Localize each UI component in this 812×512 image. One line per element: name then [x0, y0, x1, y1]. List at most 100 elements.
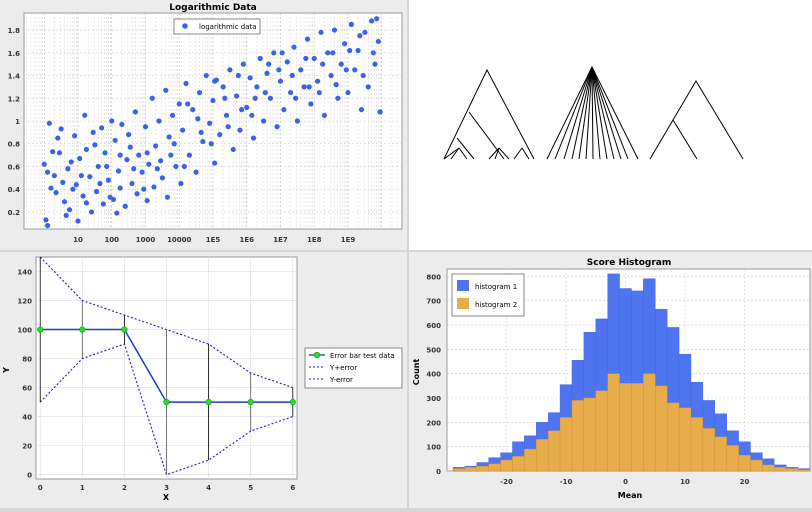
- log-x-tick-label: 1E6: [239, 236, 254, 244]
- scatter-point: [132, 109, 138, 115]
- scatter-point: [63, 212, 69, 218]
- scatter-point: [345, 89, 351, 96]
- data-point: [205, 398, 212, 406]
- log-x-tick-label: 1000: [136, 236, 156, 244]
- log-y-tick-label: 1.2: [8, 95, 21, 103]
- scatter-point: [279, 50, 285, 56]
- scatter-point: [328, 72, 334, 79]
- hist-y-tick-label: 300: [426, 395, 441, 403]
- histogram-2-bar: [476, 465, 489, 472]
- scatter-point: [266, 61, 272, 67]
- scatter-point: [357, 33, 363, 39]
- scatter-point: [142, 124, 149, 130]
- log-legend: logarithmic data: [173, 18, 261, 35]
- log-y-tick-label: 1.6: [8, 50, 21, 58]
- scatter-point: [183, 80, 189, 87]
- scatter-point: [87, 174, 93, 180]
- scatter-point: [66, 207, 73, 213]
- histogram-chart: Score Histogram 010020030040050060070080…: [412, 258, 811, 500]
- scatter-point: [112, 137, 118, 143]
- hist-y-tick-label: 700: [426, 298, 441, 306]
- hist-x-tick-label: 0: [623, 478, 628, 486]
- histogram-2-bar: [524, 448, 537, 472]
- scatter-point: [136, 152, 142, 158]
- scatter-point: [304, 36, 311, 42]
- scatter-point: [129, 180, 135, 187]
- err-x-tick-label: 1: [80, 484, 85, 492]
- scatter-point: [181, 163, 187, 170]
- log-chart-title: Logarithmic Data: [169, 3, 257, 13]
- err-y-tick-label: 20: [22, 443, 32, 451]
- scatter-point: [46, 120, 52, 126]
- scatter-point: [51, 172, 57, 179]
- scatter-point: [330, 50, 336, 56]
- scatter-point: [362, 29, 368, 35]
- scatter-point: [92, 142, 98, 148]
- log-y-tick-label: 0.8: [8, 141, 21, 149]
- histogram-2-bar: [643, 373, 656, 472]
- histogram-2-bar: [774, 467, 787, 472]
- err-y-tick-label: 60: [22, 385, 32, 393]
- histogram-2-bar: [583, 397, 596, 472]
- scatter-point: [293, 95, 299, 101]
- scatter-point: [223, 112, 230, 118]
- tree-diagrams: [443, 65, 744, 160]
- scatter-point: [289, 72, 295, 79]
- legend-label-y-plus-error: Y+error: [329, 364, 357, 372]
- scatter-point: [186, 152, 192, 158]
- scatter-point: [127, 144, 133, 150]
- scatter-point: [262, 89, 268, 96]
- scatter-point: [250, 135, 257, 141]
- histogram-2-bar: [726, 445, 739, 472]
- scatter-point: [377, 109, 383, 115]
- legend-marker-error-bar-test-data: [313, 351, 321, 359]
- log-x-tick-label: 1E7: [273, 236, 288, 244]
- scatter-point: [284, 59, 290, 65]
- scatter-point: [308, 101, 314, 107]
- scatter-point: [99, 125, 105, 131]
- histogram-2-bar: [738, 454, 751, 472]
- scatter-point: [225, 124, 231, 130]
- scatter-point: [159, 175, 165, 181]
- histogram-2-bar: [500, 459, 513, 472]
- err-legend: Error bar test data Y+error Y-error: [304, 347, 403, 389]
- scatter-point: [288, 89, 294, 96]
- scatter-point: [56, 150, 63, 156]
- scatter-point: [240, 61, 246, 67]
- scatter-point: [196, 89, 203, 96]
- scatter-point: [220, 84, 226, 90]
- scatter-point: [347, 47, 353, 54]
- scatter-point: [303, 55, 309, 62]
- err-y-tick-label: 40: [22, 414, 32, 422]
- histogram-2-bar: [714, 436, 727, 472]
- hist-legend: histogram 1 histogram 2: [451, 273, 525, 317]
- scatter-point: [185, 101, 191, 107]
- scatter-point: [369, 18, 375, 24]
- scatter-point: [78, 172, 84, 179]
- scatter-point: [267, 95, 273, 101]
- scatter-point: [168, 152, 174, 158]
- err-x-tick-label: 4: [206, 484, 211, 492]
- scatter-point: [178, 180, 184, 187]
- scatter-point: [343, 67, 349, 73]
- errorbar-chart: 0 20 40 60 80 100 120 140 0 1 2 3 4 5 6 X Y Error bar…: [2, 256, 403, 502]
- scatter-point: [176, 101, 182, 107]
- scatter-point: [375, 38, 381, 45]
- scatter-point: [311, 55, 317, 62]
- scatter-point: [171, 141, 177, 147]
- histogram-2-bar: [619, 383, 632, 472]
- scatter-point: [257, 55, 263, 62]
- scatter-point: [105, 177, 111, 183]
- scatter-point: [151, 184, 157, 190]
- scatter-point: [306, 84, 312, 90]
- scatter-point: [83, 146, 90, 153]
- log-y-tick-label: 1.8: [8, 27, 21, 35]
- errorbar-chart-panel: 0 20 40 60 80 100 120 140 0 1 2 3 4 5 6 X Y Error bar…: [0, 252, 407, 508]
- scatter-point: [200, 138, 206, 145]
- scatter-point: [102, 150, 108, 156]
- scatter-point: [107, 194, 113, 200]
- scatter-point: [166, 134, 172, 140]
- log-x-tick-label: 1E8: [307, 236, 322, 244]
- scatter-point: [146, 161, 152, 167]
- data-point: [79, 326, 86, 333]
